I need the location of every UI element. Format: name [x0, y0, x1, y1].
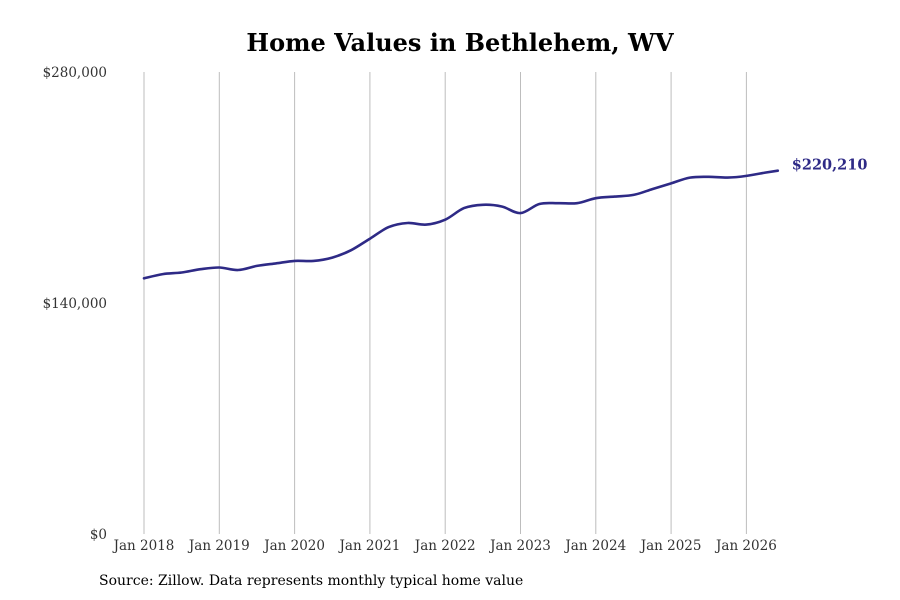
series-line-home-values: [142, 169, 780, 280]
y-tick-label: $280,000: [43, 65, 107, 81]
x-tick-label: Jan 2021: [337, 538, 400, 554]
x-tick-label: Jan 2025: [639, 538, 702, 554]
x-tick-label: Jan 2026: [714, 538, 777, 554]
y-axis-ticks: $0 $140,000 $280,000: [43, 65, 107, 543]
x-axis-ticks: Jan 2018 Jan 2019 Jan 2020 Jan 2021 Jan 2022…: [112, 538, 777, 554]
end-value-label: $220,210: [792, 157, 868, 174]
grid-lines: [143, 72, 747, 534]
x-tick-label: Jan 2019: [187, 538, 250, 554]
x-tick-label: Jan 2024: [563, 538, 626, 554]
source-note: Source: Zillow. Data represents monthly …: [99, 573, 524, 589]
x-tick-label: Jan 2022: [413, 538, 476, 554]
x-tick-label: Jan 2023: [488, 538, 551, 554]
x-tick-label: Jan 2020: [262, 538, 325, 554]
chart-title: Home Values in Bethlehem, WV: [246, 28, 674, 57]
x-tick-label: Jan 2018: [112, 538, 175, 554]
y-tick-label: $0: [90, 527, 107, 543]
y-tick-label: $140,000: [43, 296, 107, 312]
